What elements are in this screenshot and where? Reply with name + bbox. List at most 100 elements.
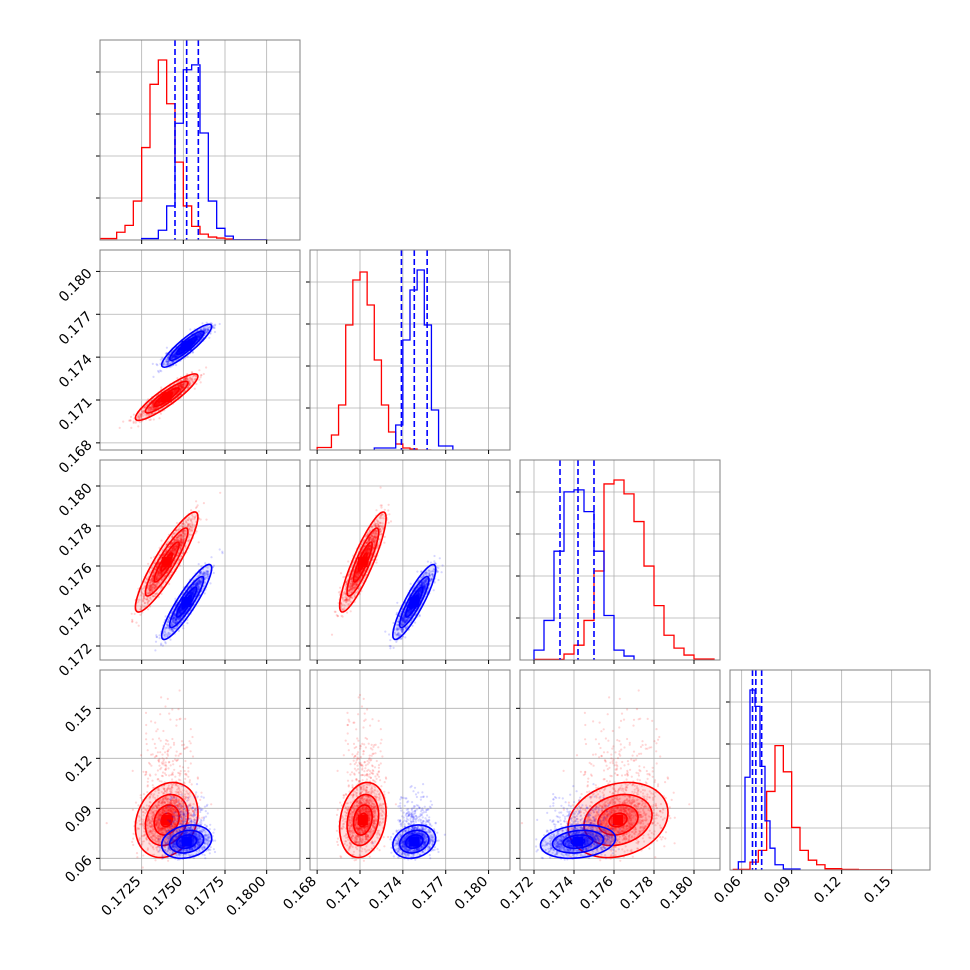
scatter-point <box>204 330 207 333</box>
scatter-point <box>148 418 151 422</box>
scatter-point <box>186 355 189 358</box>
scatter-point <box>139 413 142 416</box>
scatter-point <box>189 377 192 380</box>
scatter-point <box>152 581 155 584</box>
hist-panel-1 <box>306 249 511 454</box>
scatter-point <box>176 536 179 539</box>
scatter-point <box>162 362 166 365</box>
scatter-point <box>161 357 164 360</box>
scatter-point <box>186 373 189 376</box>
scatter-point <box>141 410 144 413</box>
scatter-point <box>203 592 206 595</box>
scatter-point <box>131 620 134 623</box>
scatter-point <box>174 389 177 393</box>
scatter-point <box>155 583 158 586</box>
scatter-point <box>131 618 134 621</box>
scatter-point <box>158 401 161 404</box>
scatter-point <box>172 354 175 358</box>
scatter-point <box>132 421 135 424</box>
scatter-point <box>190 377 193 381</box>
scatter-point <box>171 360 174 363</box>
scatter-point <box>175 355 179 358</box>
scatter-point <box>198 335 201 338</box>
scatter-point <box>174 355 177 358</box>
scatter-point <box>195 500 198 503</box>
scatter-point <box>159 369 162 372</box>
scatter-point <box>148 406 151 409</box>
scatter-point <box>143 585 146 588</box>
scatter-point <box>176 536 179 539</box>
scatter-point <box>208 336 211 339</box>
scatter-point <box>175 545 178 548</box>
scatter-point <box>200 374 203 377</box>
scatter-point <box>174 355 177 358</box>
scatter-point <box>143 406 146 409</box>
scatter-point <box>207 329 210 332</box>
scatter-point <box>142 410 145 413</box>
scatter-point <box>199 333 202 336</box>
scatter-point <box>147 407 150 410</box>
scatter-point <box>151 578 154 581</box>
scatter-point <box>173 354 176 357</box>
scatter-point <box>172 354 175 357</box>
scatter-point <box>200 374 203 377</box>
scatter-point <box>150 577 154 581</box>
scatter-point <box>152 407 155 411</box>
hist-series-1 <box>141 64 268 240</box>
scatter-point <box>196 335 200 338</box>
scatter-point <box>200 331 203 334</box>
scatter-point <box>198 334 201 338</box>
scatter-point <box>148 586 152 589</box>
scatter-point <box>173 391 176 394</box>
scatter-point <box>199 334 202 337</box>
scatter-point <box>166 360 169 363</box>
scatter-point <box>197 335 200 338</box>
scatter-point <box>213 330 217 334</box>
scatter-point <box>139 414 142 418</box>
scatter-point <box>134 421 137 424</box>
scatter-point <box>171 357 174 360</box>
scatter-point <box>188 383 191 387</box>
scatter-point <box>188 382 191 385</box>
scatter-point <box>179 348 182 351</box>
scatter-point <box>133 612 136 615</box>
scatter-point <box>167 545 171 548</box>
scatter-point <box>173 355 176 358</box>
scatter-point <box>164 641 167 644</box>
scatter-point <box>179 389 183 392</box>
scatter-point <box>181 383 184 386</box>
scatter-point <box>169 638 172 641</box>
scatter-point <box>171 355 174 358</box>
scatter-point <box>186 376 189 379</box>
scatter-point <box>163 363 166 366</box>
scatter-point <box>199 331 202 335</box>
scatter-point <box>158 401 161 404</box>
scatter-point <box>209 325 212 328</box>
scatter-point <box>184 377 187 380</box>
scatter-point <box>192 339 195 342</box>
y-tick-label-1-4: 0.180 <box>56 266 96 306</box>
scatter-point <box>140 413 143 416</box>
scatter-point <box>165 359 168 362</box>
y-tick-label-1-1: 0.171 <box>56 394 96 434</box>
scatter-point <box>138 412 141 415</box>
scatter-point <box>156 403 159 406</box>
scatter-point <box>190 509 193 512</box>
scatter-point <box>203 326 206 329</box>
scatter-point <box>204 327 207 330</box>
scatter-point <box>140 604 143 607</box>
scatter-point <box>158 400 161 404</box>
scatter-point <box>198 333 201 336</box>
scatter-point <box>174 354 177 357</box>
scatter-point <box>180 385 183 388</box>
scatter-point <box>199 334 203 337</box>
scatter-point <box>172 390 175 393</box>
scatter-point <box>138 417 141 420</box>
scatter-point <box>203 329 207 332</box>
scatter-point <box>175 355 178 358</box>
scatter-point <box>178 349 181 352</box>
scatter-point <box>174 389 177 392</box>
scatter-point <box>147 408 150 411</box>
scatter-point <box>161 644 164 647</box>
scatter-point <box>147 410 150 413</box>
